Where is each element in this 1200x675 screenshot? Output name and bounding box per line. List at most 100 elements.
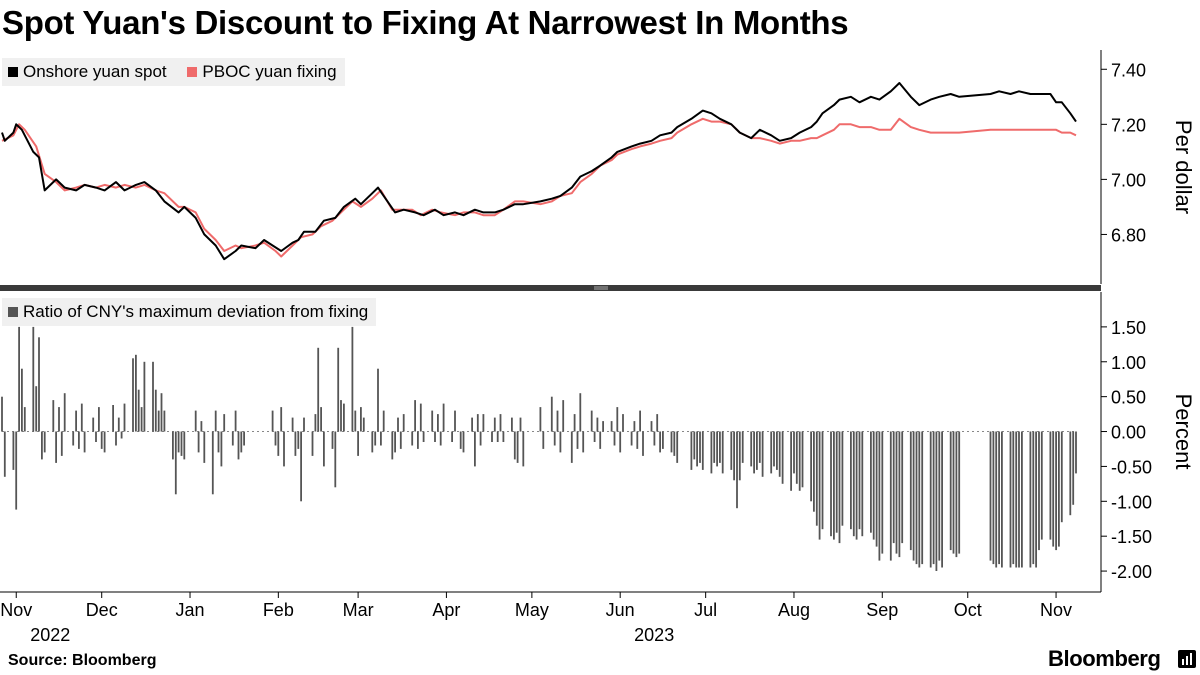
deviation-bar <box>374 431 377 446</box>
deviation-bar <box>499 414 502 432</box>
deviation-bar <box>1015 431 1018 568</box>
deviation-bar <box>878 431 881 561</box>
x-tick-label: Nov <box>1040 600 1072 620</box>
deviation-bar <box>72 431 75 446</box>
deviation-bar <box>895 431 898 554</box>
deviation-bar <box>294 431 297 456</box>
deviation-bar <box>214 410 217 432</box>
deviation-bar <box>163 410 166 432</box>
deviation-bar <box>516 431 519 463</box>
deviation-bar <box>989 431 992 561</box>
deviation-bar <box>756 431 758 470</box>
deviation-bar <box>738 431 741 481</box>
x-tick-label: Jul <box>694 600 717 620</box>
deviation-bar <box>320 407 322 432</box>
deviation-bar <box>80 403 83 432</box>
deviation-bar <box>758 431 761 463</box>
deviation-bar <box>622 414 624 432</box>
deviation-bar <box>55 431 57 463</box>
deviation-bar <box>317 347 320 432</box>
deviation-bar <box>394 431 396 453</box>
deviation-bar <box>382 410 385 432</box>
legend-swatch-fixing <box>187 67 198 77</box>
deviation-bar <box>58 407 60 432</box>
deviation-bar <box>35 386 38 432</box>
deviation-bar <box>750 431 753 467</box>
deviation-bar <box>137 389 140 432</box>
deviation-bar <box>929 431 932 568</box>
deviation-bar <box>776 431 778 470</box>
deviation-bar <box>656 414 659 432</box>
deviation-bar <box>1029 431 1032 568</box>
legend-label-spot: Onshore yuan spot <box>23 62 167 81</box>
deviation-bar <box>360 407 362 432</box>
deviation-bar <box>889 431 892 561</box>
deviation-bar <box>522 431 525 467</box>
deviation-bar <box>599 431 602 449</box>
deviation-bar <box>838 431 841 544</box>
deviation-bar <box>422 431 425 442</box>
deviation-bar <box>132 358 134 432</box>
deviation-bar <box>397 417 399 432</box>
deviation-bar <box>431 410 434 432</box>
x-tick-label: Oct <box>954 600 982 620</box>
deviation-bar <box>593 431 596 442</box>
deviation-bar <box>730 431 733 470</box>
price-y-tick-label: 6.80 <box>1111 225 1146 245</box>
x-tick-label: Jun <box>606 600 635 620</box>
deviation-bar <box>120 431 123 439</box>
deviation-bar <box>713 431 716 463</box>
deviation-bar <box>471 417 473 432</box>
deviation-panel: -2.00 -1.50 -1.00 -0.50 0.00 0.50 1.00 1.50 Perc… <box>1 292 1196 592</box>
deviation-bar <box>377 368 379 432</box>
deviation-bar <box>992 431 995 565</box>
deviation-bar <box>331 431 334 449</box>
deviation-bar <box>92 417 95 432</box>
panel-divider <box>0 285 1101 291</box>
deviation-bar <box>676 431 679 463</box>
deviation-bar <box>810 431 812 502</box>
deviation-bar <box>274 431 277 446</box>
deviation-bar <box>140 407 143 432</box>
deviation-bar <box>200 421 203 432</box>
deviation-bar <box>710 431 713 474</box>
deviation-bar <box>1012 431 1015 565</box>
deviation-bar <box>3 431 6 477</box>
deviation-bar <box>414 400 416 432</box>
deviation-bar <box>938 431 941 561</box>
x-tick-label: Feb <box>263 600 294 620</box>
deviation-bar <box>291 417 294 432</box>
deviation-bar <box>852 431 855 537</box>
deviation-bar <box>912 431 915 561</box>
deviation-bar <box>511 417 513 432</box>
deviation-bar <box>462 431 465 453</box>
deviation-bar <box>579 393 582 432</box>
deviation-bar <box>83 431 86 453</box>
deviation-bar <box>1075 431 1077 474</box>
deviation-y-tick-label: -1.50 <box>1111 527 1152 547</box>
deviation-bar <box>41 431 43 460</box>
deviation-bar <box>1055 431 1057 551</box>
deviation-bar <box>183 431 186 460</box>
deviation-bar <box>513 431 516 460</box>
deviation-bar <box>43 431 46 453</box>
deviation-bar <box>559 431 562 453</box>
deviation-bar <box>496 431 499 442</box>
deviation-bar <box>1 396 3 432</box>
deviation-bar <box>63 393 66 432</box>
deviation-bar <box>835 431 838 533</box>
deviation-bar <box>833 431 835 540</box>
deviation-bar <box>283 431 285 467</box>
deviation-bar <box>476 414 479 432</box>
deviation-bar <box>334 431 337 488</box>
legend-item-fixing: PBOC yuan fixing <box>187 58 337 86</box>
deviation-bar <box>952 431 955 554</box>
deviation-bar <box>117 417 120 432</box>
deviation-bar <box>716 431 718 467</box>
deviation-bar <box>736 431 738 509</box>
deviation-bar <box>75 410 77 432</box>
deviation-bar <box>223 414 226 432</box>
price-y-tick-label: 7.00 <box>1111 170 1146 190</box>
deviation-bar <box>1001 431 1003 568</box>
